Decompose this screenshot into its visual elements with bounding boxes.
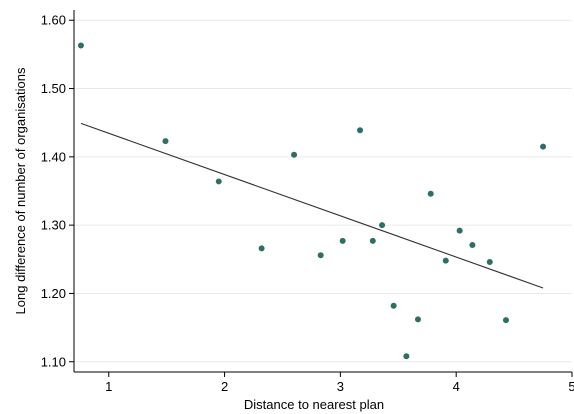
scatter-point xyxy=(369,237,376,244)
x-tick-label: 2 xyxy=(221,379,228,394)
scatter-point xyxy=(162,138,169,145)
x-tick-label: 5 xyxy=(568,379,574,394)
y-tick-label: 1.40 xyxy=(41,149,66,164)
scatter-point xyxy=(403,353,410,360)
scatter-point xyxy=(502,317,509,324)
scatter-point xyxy=(469,241,476,248)
scatter-point xyxy=(456,227,463,234)
scatter-point xyxy=(339,237,346,244)
scatter-point xyxy=(390,302,397,309)
x-axis-title: Distance to nearest plan xyxy=(244,397,384,412)
y-tick-label: 1.30 xyxy=(41,218,66,233)
scatter-point xyxy=(486,259,493,266)
y-tick-label: 1.10 xyxy=(41,354,66,369)
data-points xyxy=(77,42,547,360)
scatter-point xyxy=(291,151,298,158)
x-tick-label: 3 xyxy=(337,379,344,394)
y-tick-label: 1.20 xyxy=(41,286,66,301)
scatter-point xyxy=(379,222,386,229)
scatter-point xyxy=(77,42,84,49)
scatter-point xyxy=(414,316,421,323)
scatter-point xyxy=(540,143,547,150)
y-tick-label: 1.60 xyxy=(41,13,66,28)
y-axis-title: Long difference of number of organisatio… xyxy=(13,67,28,314)
scatter-point xyxy=(258,245,265,252)
tick-layer: 1.10 1.20 1.30 1.40 1.50 1.60 1 2 3 4 5 xyxy=(41,13,574,394)
scatter-point xyxy=(427,190,434,197)
scatter-point xyxy=(317,252,324,259)
axes xyxy=(73,10,572,373)
scatter-point xyxy=(357,127,364,134)
x-tick-label: 1 xyxy=(105,379,112,394)
y-tick-label: 1.50 xyxy=(41,81,66,96)
gridlines xyxy=(74,19,572,363)
x-tick-label: 4 xyxy=(453,379,460,394)
scatter-point xyxy=(215,178,222,185)
fit-line xyxy=(80,122,544,289)
scatter-point xyxy=(442,257,449,264)
fit-line-layer xyxy=(80,122,544,289)
